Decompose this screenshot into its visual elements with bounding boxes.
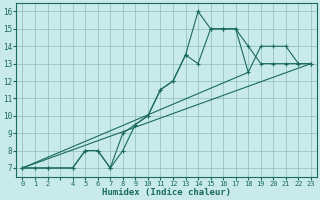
X-axis label: Humidex (Indice chaleur): Humidex (Indice chaleur): [102, 188, 231, 197]
